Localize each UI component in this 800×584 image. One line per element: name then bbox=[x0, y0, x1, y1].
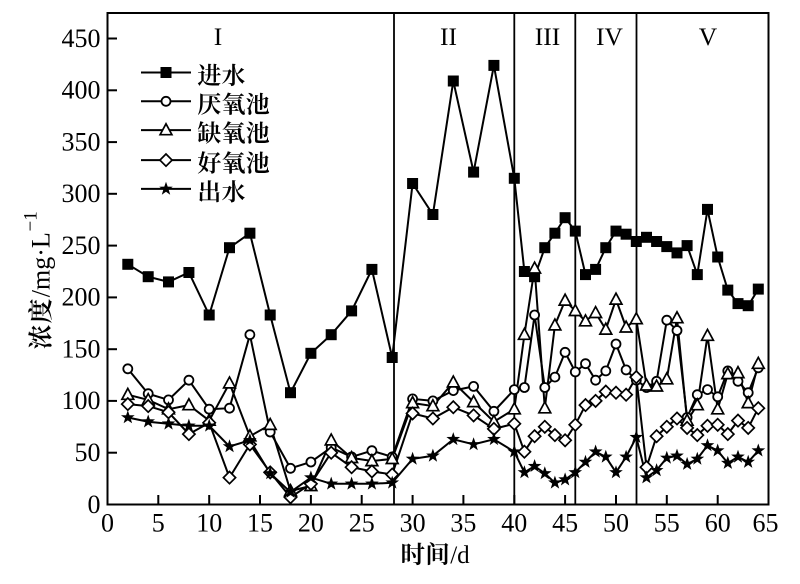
svg-text:/d: /d bbox=[450, 542, 470, 569]
svg-text:20: 20 bbox=[298, 509, 324, 538]
svg-text:250: 250 bbox=[62, 231, 101, 260]
svg-text:200: 200 bbox=[62, 283, 101, 312]
svg-text:65: 65 bbox=[753, 509, 779, 538]
svg-text:V: V bbox=[699, 22, 718, 51]
svg-text:400: 400 bbox=[62, 76, 101, 105]
svg-text:I: I bbox=[214, 22, 223, 51]
svg-text:10: 10 bbox=[196, 509, 222, 538]
svg-text:60: 60 bbox=[705, 509, 731, 538]
svg-text:150: 150 bbox=[62, 335, 101, 364]
svg-text:45: 45 bbox=[552, 509, 578, 538]
svg-text:25: 25 bbox=[349, 509, 375, 538]
svg-text:0: 0 bbox=[88, 490, 101, 519]
svg-text:350: 350 bbox=[62, 127, 101, 156]
svg-text:5: 5 bbox=[152, 509, 165, 538]
svg-text:0: 0 bbox=[101, 509, 114, 538]
svg-text:300: 300 bbox=[62, 179, 101, 208]
svg-text:−1: −1 bbox=[21, 211, 42, 231]
svg-text:55: 55 bbox=[654, 509, 680, 538]
svg-text:II: II bbox=[440, 22, 457, 51]
svg-text:100: 100 bbox=[62, 386, 101, 415]
svg-text:IV: IV bbox=[596, 22, 623, 51]
svg-text:30: 30 bbox=[400, 509, 426, 538]
svg-text:450: 450 bbox=[62, 24, 101, 53]
svg-text:50: 50 bbox=[75, 438, 101, 467]
svg-text:40: 40 bbox=[501, 509, 527, 538]
svg-text:35: 35 bbox=[450, 509, 476, 538]
svg-text:50: 50 bbox=[603, 509, 629, 538]
svg-text:15: 15 bbox=[247, 509, 273, 538]
svg-text:III: III bbox=[535, 22, 560, 51]
svg-text:/mg·L: /mg·L bbox=[27, 232, 56, 297]
